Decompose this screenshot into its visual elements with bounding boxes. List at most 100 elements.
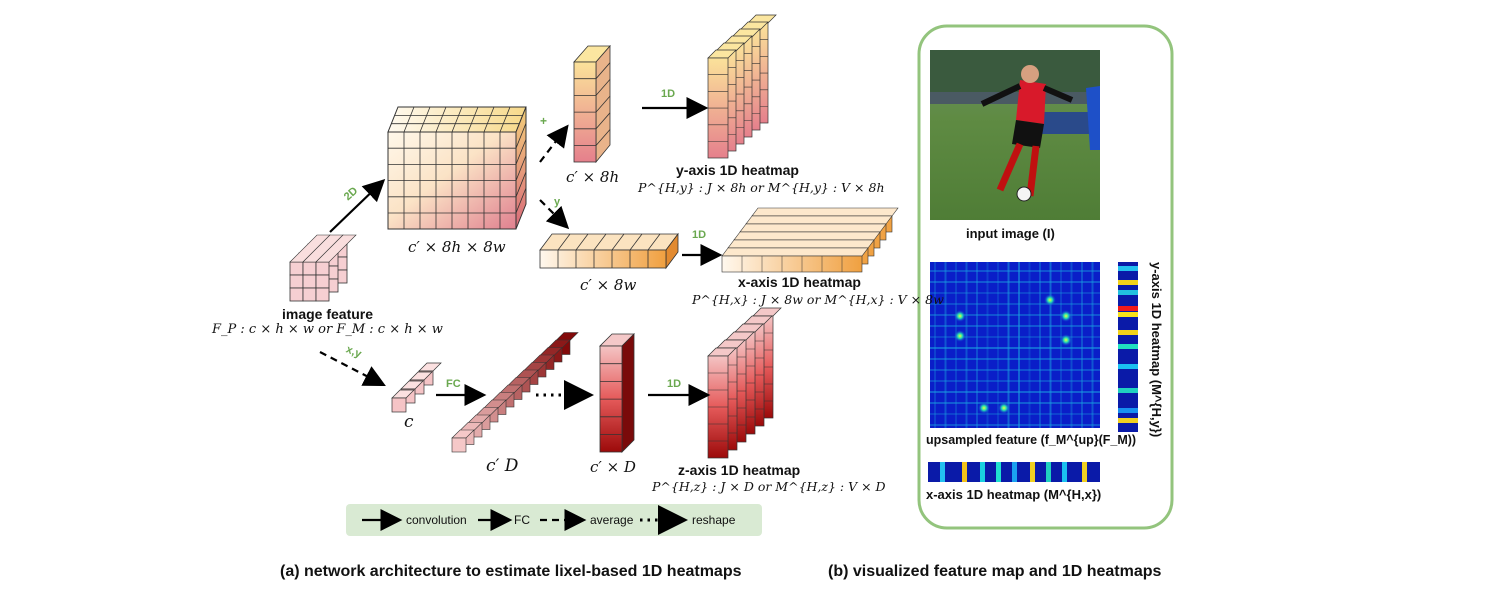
y-heatmap-stack (707, 14, 777, 159)
feature-voxel-top (315, 234, 357, 263)
feature-row-band (930, 347, 1100, 349)
z-input-vector (391, 362, 442, 413)
arrows (319, 97, 723, 410)
feature-hotspot (1060, 310, 1072, 322)
feature-cube-8h8w (387, 106, 527, 230)
feature-col-band (986, 262, 989, 428)
feature-voxel (302, 287, 317, 302)
caption-b: (b) visualized feature map and 1D heatma… (828, 563, 1162, 580)
x-heat-slab (721, 255, 863, 273)
feature-row-band (930, 380, 1100, 382)
legend-convolution-label: convolution (406, 513, 467, 527)
x-strip-band (962, 462, 967, 482)
y-heatmap-strip (1118, 262, 1138, 432)
caption-a: (a) network architecture to estimate lix… (280, 563, 742, 580)
feature-col-band (1028, 262, 1031, 428)
x-heatmap-title: x-axis 1D heatmap (738, 274, 861, 290)
feature-col-band (944, 262, 947, 428)
feature-voxel (289, 261, 304, 276)
x-strip-band (940, 462, 945, 482)
feature-row-band (930, 369, 1100, 371)
z-input-cell-top (418, 362, 442, 372)
z-input-dims-label: c (404, 412, 414, 432)
image-feature-formula: F_P : c × h × w or F_M : c × h × w (212, 322, 443, 337)
arrow-fc-label: FC (446, 378, 461, 390)
x-heatmap-stack (721, 207, 899, 273)
y-heatmap-caption: y-axis 1D heatmap (M^{H,y}) (1149, 262, 1164, 438)
x-heat-slab-top (751, 207, 899, 217)
feature-row-band (930, 325, 1100, 327)
feature-row-band (930, 413, 1100, 415)
y-strip-band (1118, 306, 1138, 311)
legend-reshape-label: reshape (692, 513, 736, 527)
x-heat-slab-top (745, 215, 893, 225)
feature-row-band (930, 336, 1100, 338)
feature-voxel (315, 287, 330, 302)
feature-col-band (934, 262, 936, 428)
x-heatmap-formula: P^{H,x} : J × 8w or M^{H,x} : V × 8w (692, 292, 944, 307)
arrow-average-y (539, 199, 570, 230)
arrow-1d-y-label: 1D (661, 88, 676, 100)
x-heatmap-strip (928, 462, 1100, 482)
feature-row-band (930, 314, 1100, 316)
x-strip-band (996, 462, 1001, 482)
fc-cell-top (555, 332, 579, 341)
visualization-panel (917, 24, 1174, 530)
z-column-dims-label: c′ × D (590, 458, 636, 476)
legend (346, 504, 762, 536)
image-feature-title: image feature (282, 306, 374, 322)
x-strip-band (1046, 462, 1051, 482)
y-strip-band (1118, 266, 1138, 271)
fc-output-dims-label: c′ D (486, 456, 519, 476)
feature-row-band (930, 391, 1100, 393)
feature-voxel (289, 287, 304, 302)
arrow-2d (329, 178, 386, 233)
upsampled-feature-caption: upsampled feature (f_M^{up}(F_M)) (926, 433, 1137, 447)
y-strip-band (1118, 330, 1138, 335)
y-strip-band (1118, 418, 1138, 423)
feature-row-band (930, 292, 1100, 294)
feature-voxel (315, 274, 330, 289)
feature-row-band (930, 281, 1100, 283)
feature-col-band (997, 262, 999, 428)
fc-output-bar (451, 332, 579, 453)
legend-fc-label: FC (514, 513, 530, 527)
x-slab-dims-label: c′ × 8w (580, 276, 637, 294)
fc-cell (451, 437, 467, 453)
arrow-plus-label: + (540, 114, 548, 128)
y-column-dims-label: c′ × 8h (566, 168, 620, 186)
legend-average-label: average (590, 513, 634, 527)
feature-voxel (289, 274, 304, 289)
x-heat-slab-top (733, 231, 881, 241)
x-strip-band (980, 462, 985, 482)
feature-col-band (1070, 262, 1073, 428)
feature-col-band (1060, 262, 1062, 428)
feature-col-band (976, 262, 978, 428)
cube-dims-label: c′ × 8h × 8w (408, 238, 506, 256)
y-strip-band (1118, 290, 1138, 295)
upsampled-feature-map (930, 262, 1100, 428)
feature-voxel (315, 261, 330, 276)
feature-col-band (1081, 262, 1083, 428)
x-heat-slab-top (739, 223, 887, 233)
x-heat-slab-top (721, 247, 869, 257)
feature-hotspot (954, 310, 966, 322)
input-image (930, 50, 1100, 220)
y-strip-band (1118, 280, 1138, 285)
z-column (599, 333, 635, 453)
feature-hotspot (954, 330, 966, 342)
z-heatmap-title: z-axis 1D heatmap (678, 462, 801, 478)
x-strip-band (1062, 462, 1067, 482)
feature-col-band (1091, 262, 1094, 428)
y-heatmap-title: y-axis 1D heatmap (676, 162, 799, 178)
feature-col-band (1049, 262, 1052, 428)
feature-row-band (930, 358, 1100, 360)
x-heat-slab-top (727, 239, 875, 249)
x-strip-band (1082, 462, 1087, 482)
y-strip-band (1118, 388, 1138, 393)
feature-row-band (930, 424, 1100, 426)
y-strip-band (1118, 364, 1138, 369)
feature-hotspot (998, 402, 1010, 414)
feature-hotspot (978, 402, 990, 414)
